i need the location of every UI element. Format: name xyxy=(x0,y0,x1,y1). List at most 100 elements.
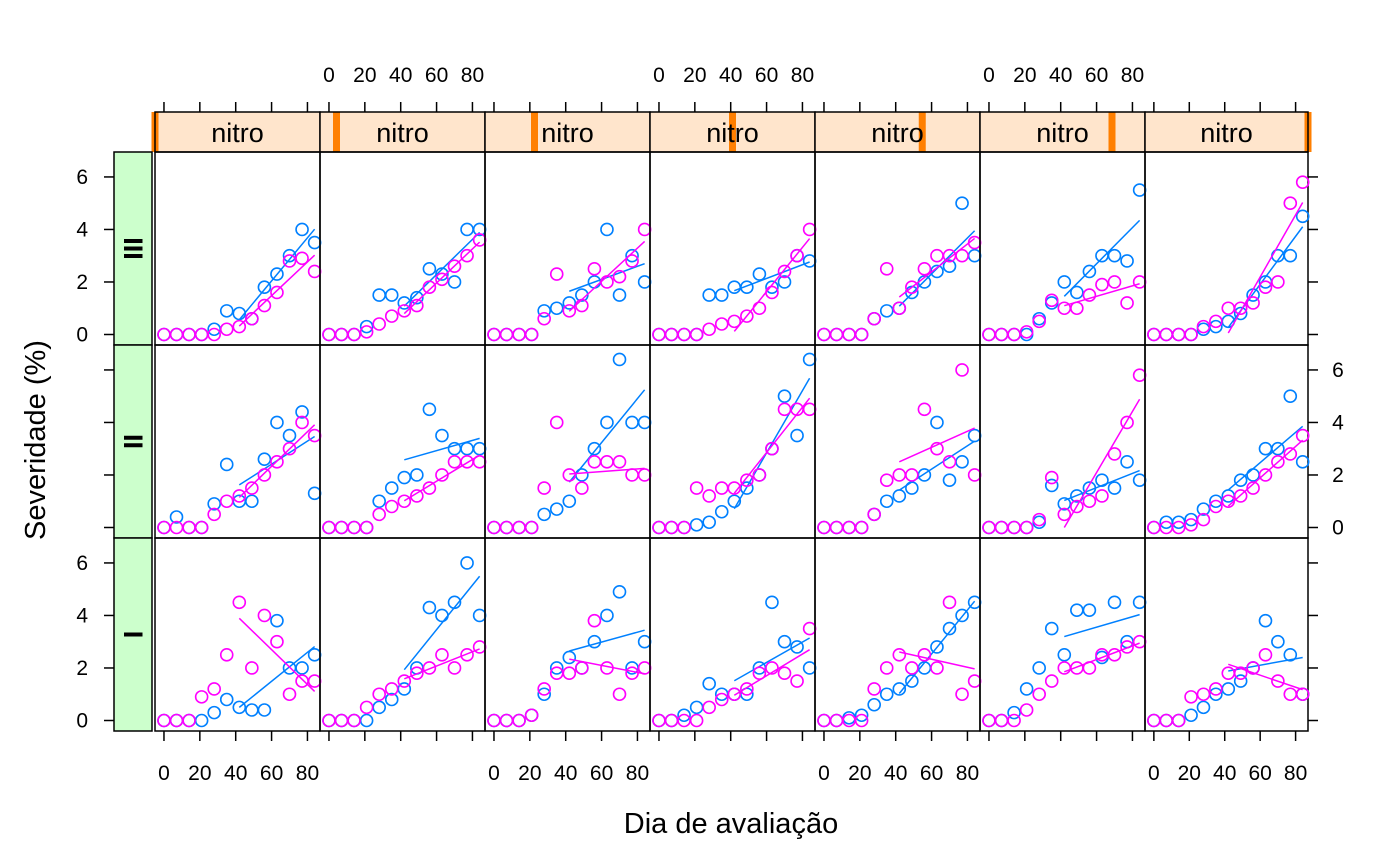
strip-background xyxy=(320,112,485,152)
y-tick-label: 2 xyxy=(76,271,88,294)
data-point xyxy=(257,452,272,467)
data-point xyxy=(1044,296,1059,310)
data-point xyxy=(575,661,589,675)
panel-border xyxy=(979,537,1146,732)
data-point xyxy=(1070,285,1084,300)
x-tick-label: 0 xyxy=(323,64,335,87)
data-point xyxy=(1132,473,1147,488)
data-point xyxy=(1258,613,1273,628)
data-point xyxy=(1233,666,1248,681)
strip-background xyxy=(980,112,1145,152)
x-tick-label: 20 xyxy=(1178,762,1201,785)
panel-I-3 xyxy=(484,537,652,732)
data-point xyxy=(892,468,907,482)
data-point xyxy=(1283,648,1298,662)
data-point xyxy=(487,327,501,342)
data-point xyxy=(1007,705,1021,720)
data-point xyxy=(1233,473,1248,488)
data-point xyxy=(575,288,589,302)
data-point xyxy=(1032,687,1046,702)
data-point xyxy=(777,389,792,404)
data-point xyxy=(955,196,969,211)
data-point xyxy=(1057,497,1072,511)
panel-II-1 xyxy=(154,344,322,539)
panel-I-2 xyxy=(319,537,487,732)
x-tick-label: 0 xyxy=(983,64,995,87)
data-point xyxy=(1120,296,1134,310)
data-point xyxy=(1209,314,1223,329)
row-label: I xyxy=(118,631,148,639)
data-point xyxy=(447,455,462,469)
data-point xyxy=(1184,518,1198,532)
panel-border xyxy=(319,537,486,732)
data-point xyxy=(1159,713,1174,728)
row-label: II xyxy=(118,434,148,449)
fit-line xyxy=(1227,202,1304,334)
data-point xyxy=(612,455,627,469)
data-point xyxy=(1057,301,1072,316)
data-point xyxy=(1107,275,1122,289)
data-point xyxy=(207,705,221,720)
data-point xyxy=(587,262,602,276)
data-point xyxy=(562,296,577,310)
panel-II-5 xyxy=(814,344,982,539)
data-point xyxy=(1132,183,1147,197)
data-point xyxy=(282,687,297,702)
data-point xyxy=(1233,674,1248,688)
data-point xyxy=(714,504,729,519)
data-point xyxy=(702,489,716,503)
data-point xyxy=(917,402,932,417)
panel-border xyxy=(649,344,816,539)
panel-III-6 xyxy=(979,151,1147,346)
data-point xyxy=(930,248,944,263)
data-point xyxy=(790,640,804,654)
data-point xyxy=(270,267,284,281)
data-point xyxy=(955,248,969,263)
data-point xyxy=(1159,327,1174,342)
data-point xyxy=(232,595,247,610)
data-point xyxy=(752,301,767,316)
data-point xyxy=(1246,481,1260,495)
data-point xyxy=(1120,254,1134,268)
data-point xyxy=(472,441,487,456)
data-point xyxy=(384,481,399,495)
fit-line xyxy=(1227,439,1304,507)
data-point xyxy=(562,666,577,681)
data-point xyxy=(829,327,844,342)
x-tick-label: 80 xyxy=(956,762,979,785)
x-tick-label: 20 xyxy=(848,762,871,785)
data-point xyxy=(1171,515,1186,530)
data-point xyxy=(727,494,742,509)
fit-line xyxy=(1228,656,1303,672)
data-point xyxy=(460,441,474,456)
data-point xyxy=(1283,389,1298,404)
data-point xyxy=(982,327,996,342)
data-point xyxy=(1295,687,1310,702)
panel-III-4 xyxy=(649,151,817,346)
y-tick-label: 4 xyxy=(76,218,88,241)
fit-line xyxy=(899,651,975,670)
data-point xyxy=(1196,322,1211,337)
data-point xyxy=(600,275,614,289)
data-point xyxy=(447,275,462,289)
fit-line xyxy=(403,241,481,315)
data-point xyxy=(879,687,894,702)
x-tick-label: 80 xyxy=(1284,762,1307,785)
data-point xyxy=(854,520,869,535)
data-point xyxy=(1082,264,1097,279)
data-point xyxy=(1032,314,1046,329)
data-point xyxy=(447,595,462,610)
data-point xyxy=(600,661,614,675)
data-point xyxy=(232,489,247,503)
data-point xyxy=(422,280,437,295)
data-point xyxy=(537,311,551,326)
data-point xyxy=(435,428,449,443)
data-point xyxy=(765,280,779,295)
data-point xyxy=(905,674,919,688)
x-tick-label: 80 xyxy=(1121,64,1144,87)
data-point xyxy=(600,415,614,430)
data-point xyxy=(372,288,386,302)
data-point xyxy=(384,309,399,323)
data-point xyxy=(1007,327,1021,342)
data-point xyxy=(1283,447,1298,461)
